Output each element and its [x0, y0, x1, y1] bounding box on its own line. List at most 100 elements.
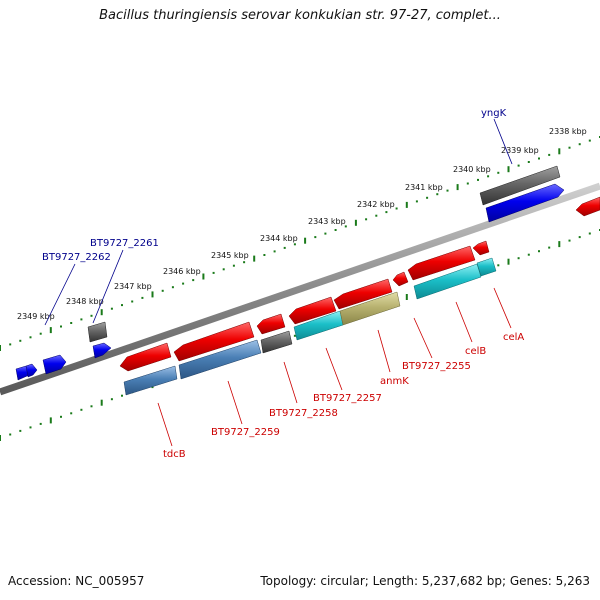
kbp-label: 2347 kbp	[114, 282, 152, 291]
minor-tick	[39, 422, 42, 425]
label-celB[interactable]: celB	[465, 346, 486, 357]
major-tick	[507, 258, 510, 265]
minor-tick	[385, 211, 388, 214]
minor-tick	[334, 229, 337, 231]
cds-features	[123, 257, 497, 396]
label-tdcB[interactable]: tdcB	[163, 449, 186, 460]
cds-bt2259[interactable]	[178, 339, 262, 380]
cds-celB[interactable]	[476, 257, 497, 277]
minor-tick	[70, 322, 73, 324]
gene-small-blue-3[interactable]	[25, 363, 38, 378]
minor-tick	[9, 433, 12, 436]
cds-bt2258[interactable]	[260, 330, 293, 354]
leader-celA	[493, 287, 512, 329]
minor-tick	[375, 214, 378, 217]
major-tick	[558, 241, 561, 248]
kbp-label: 2339 kbp	[501, 146, 539, 155]
kbp-label: 2345 kbp	[211, 251, 249, 260]
minor-tick	[212, 271, 215, 274]
reverse-strand-genes	[119, 196, 600, 372]
gene-small-red[interactable]	[392, 271, 409, 287]
label-bt2257[interactable]: BT9727_2257	[313, 393, 382, 404]
outer-tick-row	[0, 136, 600, 351]
minor-tick	[426, 196, 429, 199]
major-tick	[456, 184, 459, 191]
minor-tick	[222, 268, 225, 271]
minor-tick	[110, 307, 113, 310]
label-bt2262[interactable]: BT9727_2262	[42, 252, 111, 263]
minor-tick	[90, 405, 93, 408]
label-bt2261[interactable]: BT9727_2261	[90, 238, 159, 249]
gene-bt2258[interactable]	[256, 313, 286, 335]
minor-tick	[121, 304, 123, 307]
leader-bt2257	[325, 347, 343, 391]
minor-tick	[243, 261, 246, 264]
label-bt2258[interactable]: BT9727_2258	[269, 408, 338, 419]
minor-tick	[283, 246, 286, 249]
label-celA[interactable]: celA	[503, 332, 524, 343]
major-tick	[304, 237, 307, 244]
minor-tick	[141, 296, 144, 299]
gene-bt2261[interactable]	[87, 321, 108, 343]
gene-bt2257[interactable]	[288, 296, 337, 325]
major-tick	[151, 291, 154, 298]
minor-tick	[538, 157, 540, 160]
minor-tick	[263, 254, 266, 256]
minor-tick	[527, 161, 530, 163]
label-bt2255[interactable]: BT9727_2255	[402, 361, 471, 372]
leader-bt2259	[227, 380, 243, 425]
minor-tick	[60, 325, 62, 328]
topology-summary: Topology: circular; Length: 5,237,682 bp…	[260, 574, 590, 588]
kbp-label: 2349 kbp	[17, 312, 55, 321]
kbp-label: 2348 kbp	[66, 297, 104, 306]
minor-tick	[527, 253, 530, 256]
minor-tick	[161, 289, 164, 292]
leader-anmK	[377, 329, 391, 373]
gene-yngK-gray[interactable]	[479, 165, 561, 206]
gene-small-blue-1[interactable]	[42, 354, 67, 375]
gene-labels: yngK BT9727_2261 BT9727_2262 tdcB BT9727…	[42, 108, 524, 460]
minor-tick	[90, 314, 93, 317]
cds-anmK[interactable]	[339, 291, 401, 326]
label-yngK[interactable]: yngK	[481, 108, 507, 119]
minor-tick	[131, 300, 134, 303]
major-tick	[0, 345, 1, 351]
minor-tick	[415, 200, 418, 203]
gene-bt2255[interactable]	[407, 245, 476, 281]
kbp-label: 2342 kbp	[357, 200, 395, 209]
minor-tick	[477, 178, 479, 181]
label-anmK[interactable]: anmK	[380, 376, 409, 387]
minor-tick	[395, 207, 398, 210]
gene-right-edge[interactable]	[575, 196, 600, 217]
cds-tdcB[interactable]	[123, 365, 178, 396]
minor-tick	[182, 282, 185, 285]
minor-tick	[324, 232, 327, 235]
minor-tick	[548, 153, 551, 156]
minor-tick	[293, 243, 296, 246]
label-bt2259[interactable]: BT9727_2259	[211, 427, 280, 438]
minor-tick	[293, 334, 296, 337]
major-tick	[49, 417, 52, 424]
kbp-label: 2340 kbp	[453, 165, 491, 174]
gene-bt2259[interactable]	[173, 321, 255, 362]
gene-anmK[interactable]	[333, 278, 393, 310]
minor-tick	[171, 286, 174, 289]
minor-tick	[80, 318, 83, 321]
minor-tick	[110, 398, 113, 401]
gene-yngK-blue[interactable]	[485, 183, 565, 223]
gene-bt2262[interactable]	[92, 342, 112, 359]
leader-tdcB	[157, 402, 173, 447]
gene-celB[interactable]	[472, 240, 490, 256]
minor-tick	[588, 139, 591, 142]
kbp-labels: 2338 kbp 2339 kbp 2340 kbp 2341 kbp 2342…	[17, 127, 587, 321]
minor-tick	[517, 164, 520, 167]
minor-tick	[29, 426, 32, 429]
leader-bt2258	[283, 361, 298, 404]
cds-bt2255[interactable]	[413, 263, 482, 300]
gene-tdcB[interactable]	[119, 342, 172, 372]
kbp-label: 2344 kbp	[260, 234, 298, 243]
major-tick	[405, 294, 408, 300]
minor-tick	[568, 239, 571, 242]
major-tick	[49, 327, 52, 334]
